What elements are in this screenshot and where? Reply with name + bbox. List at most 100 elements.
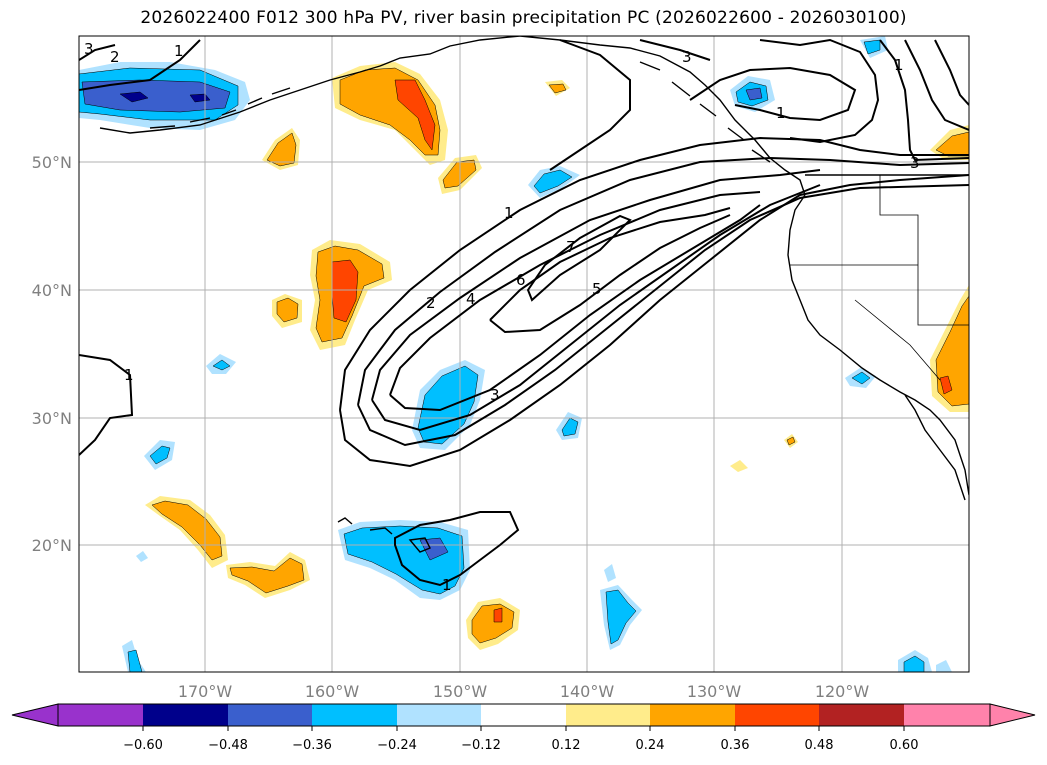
pv-contour-nw bbox=[79, 39, 201, 91]
pos-small-6i bbox=[493, 607, 503, 623]
neg-small-6c bbox=[212, 359, 231, 371]
contour-label: 3 bbox=[910, 154, 920, 172]
neg-small-3c bbox=[863, 39, 881, 55]
neg-region-center-c bbox=[417, 365, 479, 445]
pv-contour-5b bbox=[489, 214, 731, 334]
contour-label: 1 bbox=[894, 56, 904, 74]
contour-label: 5 bbox=[592, 280, 602, 298]
coast-aleutians bbox=[149, 87, 291, 129]
colorbar-cell bbox=[58, 704, 143, 726]
lon-label: 150°W bbox=[433, 682, 488, 701]
pos-small-7c bbox=[786, 436, 796, 446]
colorbar-cell bbox=[904, 704, 990, 726]
colorbar-cell bbox=[312, 704, 397, 726]
coast-hawaii-1 bbox=[337, 517, 353, 525]
coast-west-us bbox=[787, 194, 969, 496]
pv-contour-ne-5 bbox=[934, 39, 969, 106]
lon-label: 120°W bbox=[815, 682, 870, 701]
coast-gulf-alaska bbox=[519, 36, 806, 196]
neg-region-south-c bbox=[605, 589, 637, 645]
neg-region-aleutian-deep bbox=[119, 91, 149, 103]
pv-contour-top2 bbox=[639, 39, 711, 61]
pos-small-8 bbox=[730, 460, 748, 472]
lat-labels: 50°N 40°N 30°N 20°N bbox=[32, 153, 72, 555]
neg-small-10 bbox=[604, 564, 616, 582]
colorbar-cell bbox=[228, 704, 312, 726]
neg-small-1c bbox=[533, 169, 573, 194]
colorbar-tick-label: 0.48 bbox=[805, 738, 834, 753]
colorbar-tick-label: 0.36 bbox=[721, 738, 750, 753]
contour-label: 3 bbox=[682, 48, 692, 66]
pos-small-6c bbox=[471, 603, 515, 644]
lon-label: 160°W bbox=[305, 682, 360, 701]
pv-contour-nw2 bbox=[79, 44, 116, 61]
colorbar-cell bbox=[566, 704, 650, 726]
contour-label: 1 bbox=[776, 104, 786, 122]
colorbar-extend-left bbox=[11, 703, 59, 727]
contour-label: 4 bbox=[466, 290, 476, 308]
coast-bc-islands bbox=[639, 61, 771, 163]
coast-hawaii-2 bbox=[369, 527, 393, 535]
colorbar-cell bbox=[143, 704, 228, 726]
neg-small-13 bbox=[936, 660, 952, 672]
colorbar-cell bbox=[735, 704, 819, 726]
coast-hawaii-3 bbox=[408, 537, 431, 553]
contour-label: 1 bbox=[124, 366, 134, 384]
neg-region-aleutian-inner bbox=[81, 79, 231, 113]
map-area: 3 2 1 3 1 1 3 1 2 4 6 7 5 3 1 1 bbox=[79, 36, 969, 672]
lat-label: 20°N bbox=[32, 536, 72, 555]
neg-small-12c bbox=[903, 655, 925, 672]
lon-label: 130°W bbox=[687, 682, 742, 701]
lon-label: 140°W bbox=[560, 682, 615, 701]
colorbar-extend-right bbox=[989, 703, 1036, 727]
neg-small-5c bbox=[561, 417, 579, 437]
colorbar-tick-label: −0.60 bbox=[123, 738, 163, 753]
contour-label: 3 bbox=[490, 386, 500, 404]
pos-small-4c bbox=[276, 297, 299, 323]
colorbar-tick-label: 0.24 bbox=[636, 738, 665, 753]
pv-contour-1-hawaii bbox=[394, 511, 520, 587]
colorbar-tick-label: −0.48 bbox=[208, 738, 248, 753]
neg-small-7c bbox=[149, 445, 171, 465]
coast-baja bbox=[904, 394, 966, 501]
map-frame bbox=[78, 35, 970, 673]
neg-small-8c bbox=[851, 371, 871, 385]
coast-alaska-peninsula bbox=[99, 36, 521, 134]
contour-labels: 3 2 1 3 1 1 3 1 2 4 6 7 5 3 1 1 bbox=[84, 40, 920, 594]
pv-contour-4b bbox=[389, 204, 761, 412]
map-title: 2026022400 F012 300 hPa PV, river basin … bbox=[140, 8, 907, 28]
pv-contour-2b bbox=[357, 184, 969, 447]
coastlines bbox=[99, 36, 969, 553]
colorbar-cell bbox=[650, 704, 735, 726]
colorbar-cell bbox=[481, 704, 566, 726]
pv-contour-ne-4 bbox=[904, 39, 969, 131]
contour-label: 6 bbox=[516, 271, 526, 289]
colorbar-tick-label: −0.24 bbox=[377, 738, 417, 753]
lat-label: 50°N bbox=[32, 153, 72, 172]
neg-small-11c bbox=[127, 649, 143, 672]
contour-label: 2 bbox=[110, 48, 120, 66]
pv-contour-ne-2 bbox=[759, 38, 880, 144]
pv-contour-3 bbox=[371, 169, 821, 401]
colorbar: −0.60 −0.48 −0.36 −0.24 −0.12 0.12 0.24 0.36 0.4… bbox=[11, 703, 1036, 753]
contour-label: 1 bbox=[442, 576, 452, 594]
pos-region-california-i bbox=[939, 375, 953, 395]
contour-label: 1 bbox=[504, 204, 514, 222]
lon-label: 170°W bbox=[178, 682, 233, 701]
pos-region-west-2c bbox=[229, 557, 305, 594]
state-borders bbox=[790, 175, 969, 381]
colorbar-tick-label: 0.60 bbox=[890, 738, 919, 753]
pv-contours bbox=[79, 38, 969, 587]
contour-label: 7 bbox=[566, 238, 576, 256]
neg-small-2d bbox=[745, 87, 763, 101]
precip-fill bbox=[79, 36, 969, 672]
pv-contour-3b bbox=[371, 184, 821, 432]
contour-label: 2 bbox=[426, 294, 436, 312]
pv-contour-ne-3 bbox=[879, 39, 969, 162]
colorbar-cell bbox=[819, 704, 904, 726]
pv-contour-1 bbox=[339, 136, 969, 411]
lat-label: 30°N bbox=[32, 409, 72, 428]
gridlines bbox=[79, 36, 969, 672]
lon-labels: 170°W 160°W 150°W 140°W 130°W 120°W bbox=[178, 682, 870, 701]
